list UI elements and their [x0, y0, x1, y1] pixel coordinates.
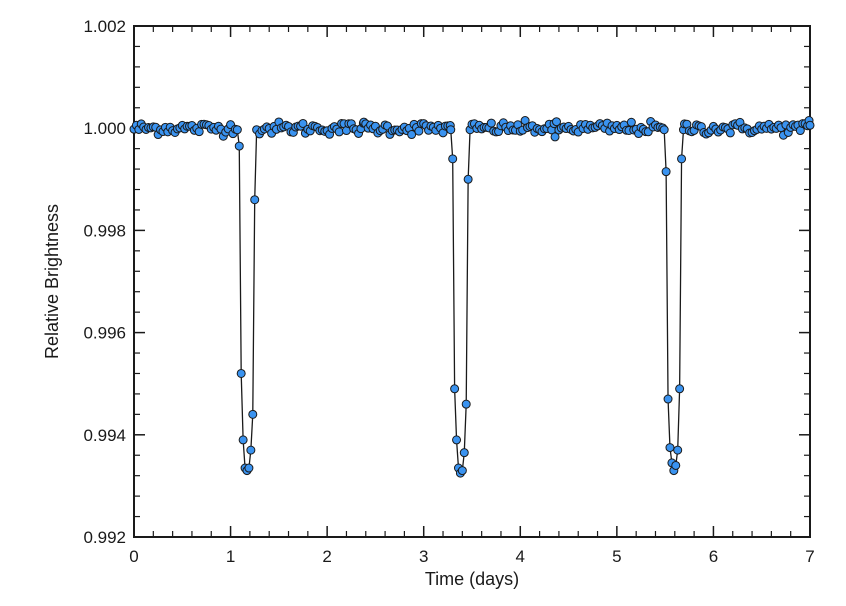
data-point: [463, 174, 473, 184]
data-point: [450, 384, 460, 394]
data-point: [550, 132, 560, 142]
x-tick-label: 5: [612, 547, 621, 566]
data-point: [232, 125, 242, 135]
axis-ticks: [133, 25, 811, 538]
data-point: [665, 443, 675, 453]
tick-labels: 0 1 2 3 4 5 6 7 0.992 0.994 0.996 0.998 1.000 1.002: [83, 17, 814, 566]
data-point: [246, 445, 256, 455]
data-point: [486, 118, 496, 128]
x-tick-label: 7: [805, 547, 814, 566]
data-point: [626, 117, 636, 127]
data-point: [334, 127, 344, 137]
y-tick-label: 1.002: [83, 17, 126, 36]
data-point: [675, 384, 685, 394]
y-tick-label: 0.994: [83, 426, 126, 445]
data-point: [407, 130, 417, 140]
y-tick-label: 1.000: [83, 119, 126, 138]
data-point: [298, 118, 308, 128]
data-point: [414, 126, 424, 136]
y-tick-label: 0.998: [83, 221, 126, 240]
x-tick-label: 3: [419, 547, 428, 566]
x-tick-label: 0: [129, 547, 138, 566]
data-point: [725, 128, 735, 138]
data-point: [452, 435, 462, 445]
data-point: [461, 399, 471, 409]
x-tick-label: 4: [516, 547, 525, 566]
x-tick-label: 6: [709, 547, 718, 566]
data-point: [671, 460, 681, 470]
data-point: [250, 195, 260, 205]
data-line: [133, 118, 811, 475]
plot-frame: [133, 25, 811, 538]
data-points: [129, 116, 815, 478]
data-point: [663, 394, 673, 404]
data-point: [677, 154, 687, 164]
y-axis-label: Relative Brightness: [42, 204, 62, 359]
y-tick-label: 0.996: [83, 324, 126, 343]
data-point: [236, 368, 246, 378]
data-point: [552, 117, 561, 127]
plot-border: [133, 25, 811, 538]
data-point: [234, 141, 244, 151]
data-point: [244, 463, 254, 473]
data-point: [457, 466, 467, 476]
light-curve-line: [133, 118, 811, 475]
data-point: [805, 120, 815, 130]
data-point: [673, 445, 683, 455]
data-point: [661, 167, 671, 177]
data-point: [659, 125, 669, 135]
data-point: [459, 448, 469, 458]
data-point: [446, 125, 456, 135]
x-tick-label: 1: [226, 547, 235, 566]
data-point: [238, 435, 248, 445]
data-point: [248, 409, 258, 419]
x-tick-label: 2: [322, 547, 331, 566]
y-tick-label: 0.992: [83, 528, 126, 547]
x-axis-label: Time (days): [425, 569, 519, 589]
data-point: [448, 154, 458, 164]
